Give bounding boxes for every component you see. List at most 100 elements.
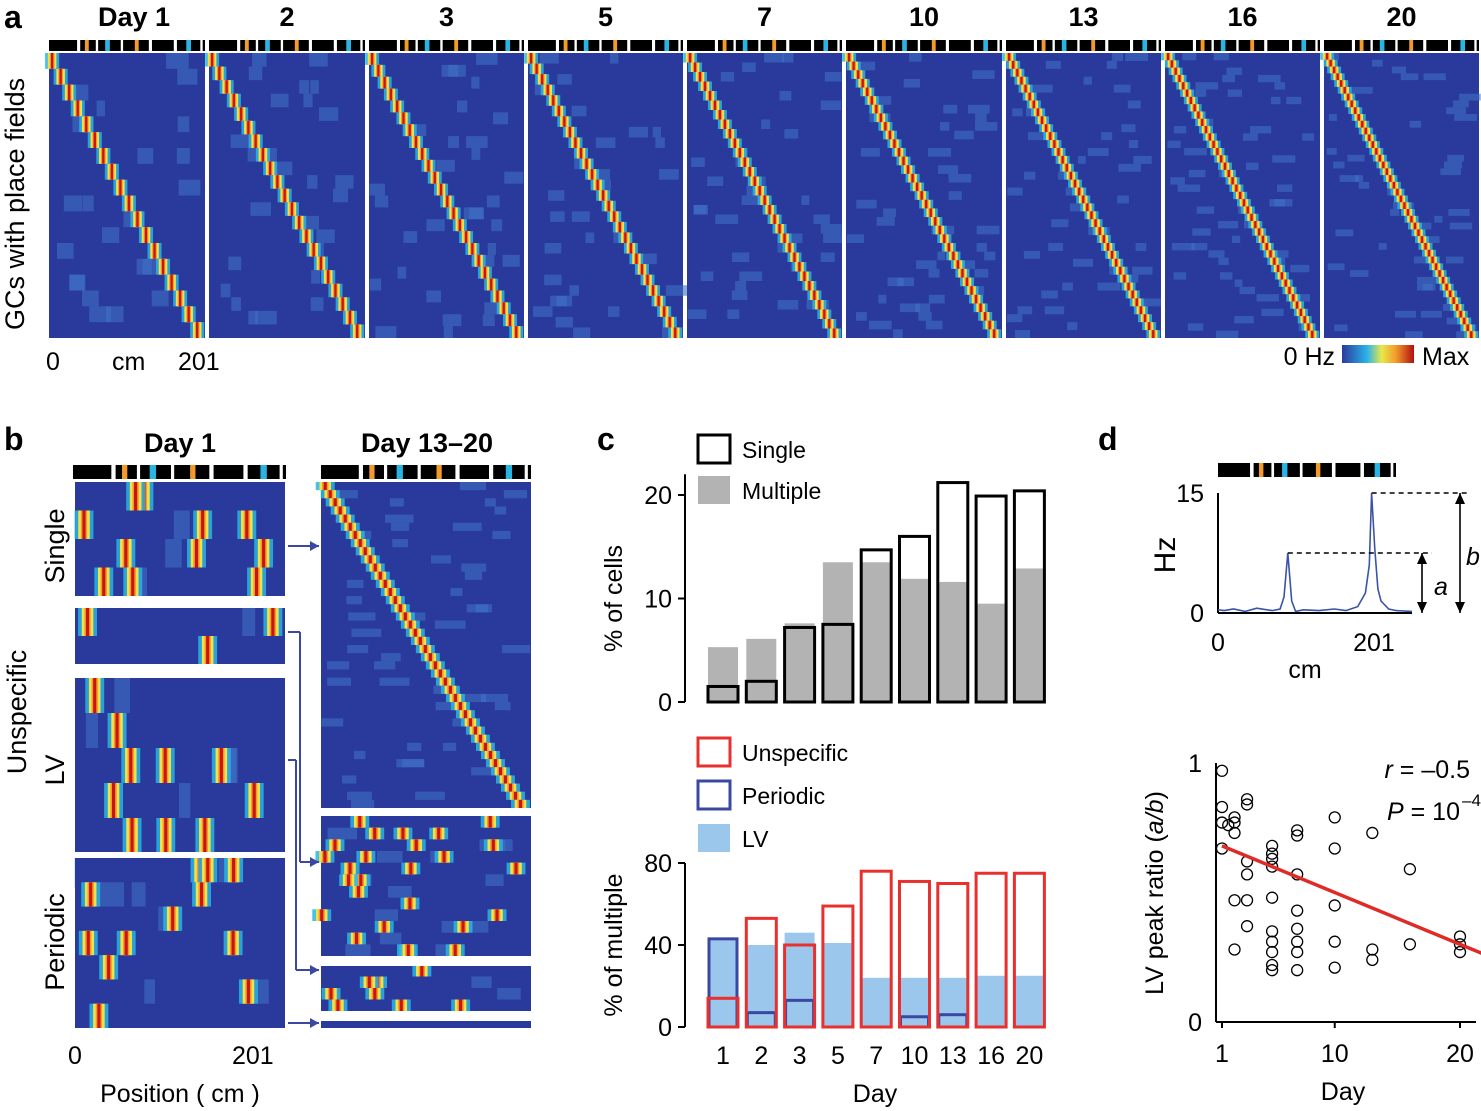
heatmap-periodic-field bbox=[232, 858, 236, 883]
heatmap-unspecific-late-field bbox=[348, 522, 352, 531]
y-tick-label: 10 bbox=[644, 586, 672, 614]
heatmap-day-noise bbox=[1208, 250, 1225, 258]
heatmap-day-field bbox=[1170, 60, 1174, 68]
heatmap-day-noise bbox=[655, 137, 665, 148]
heatmap-day-field bbox=[1077, 187, 1081, 196]
heatmap-day-noise bbox=[1447, 154, 1464, 162]
heatmap-day-noise bbox=[332, 188, 349, 203]
heatmap-day-field bbox=[1254, 221, 1257, 229]
cue-bar-d-cue bbox=[1390, 463, 1394, 477]
heatmap-day-field bbox=[1427, 249, 1431, 257]
heatmap-day-noise bbox=[1350, 270, 1369, 277]
heatmap-day-field bbox=[1403, 202, 1406, 210]
cue-bar-cue bbox=[997, 40, 1000, 51]
bar-multiple bbox=[937, 581, 968, 702]
scatter-point bbox=[1265, 860, 1279, 873]
heatmap-periodic-field bbox=[231, 930, 235, 956]
heatmap-unspecific-late-noise bbox=[389, 498, 404, 507]
x-tick-label: 0 bbox=[1211, 629, 1225, 657]
heatmap-day-noise bbox=[544, 274, 562, 286]
heatmap-day-noise bbox=[426, 219, 445, 232]
heatmap-day-field bbox=[563, 116, 566, 127]
cue-bar bbox=[846, 40, 1002, 51]
colorbar bbox=[1342, 345, 1414, 363]
bar-lv bbox=[746, 945, 777, 1027]
heatmap-day-field bbox=[446, 195, 449, 208]
heatmap-lv-late-field bbox=[461, 921, 465, 933]
heatmap-day-noise bbox=[70, 274, 85, 291]
heatmap-lv-late-noise bbox=[441, 921, 457, 933]
scatter-point bbox=[1228, 894, 1241, 907]
heatmap-day-field bbox=[1452, 297, 1455, 305]
heatmap-day-field bbox=[1223, 162, 1227, 170]
heatmap-day-noise bbox=[307, 175, 318, 189]
panel-label-a: a bbox=[4, 0, 22, 35]
heatmap-day-field bbox=[546, 84, 549, 96]
heatmap-day-noise bbox=[177, 116, 190, 133]
heatmap-day-noise bbox=[1390, 209, 1400, 216]
heatmap-day-noise bbox=[1024, 171, 1036, 180]
legend-single-label: Single bbox=[742, 437, 806, 463]
heatmap-unspecific-late-field bbox=[478, 734, 483, 743]
heatmap-day-noise bbox=[1444, 161, 1462, 169]
cue-bar-cue bbox=[722, 40, 727, 51]
cue-bar-cue bbox=[1052, 40, 1055, 51]
heatmap-day-field bbox=[483, 266, 487, 279]
separator bbox=[73, 670, 288, 676]
heatmap-day-noise bbox=[975, 122, 998, 131]
bar-multiple bbox=[746, 638, 777, 702]
heatmap-day-noise bbox=[533, 306, 553, 317]
heatmap-day-field bbox=[1340, 80, 1343, 87]
heatmap-day-field bbox=[239, 107, 243, 121]
heatmap-day-noise bbox=[972, 70, 995, 79]
heatmap-day-field bbox=[857, 70, 860, 79]
heatmap-lv-late-noise bbox=[376, 851, 403, 863]
heatmap-day-field bbox=[1396, 188, 1399, 196]
heatmap-day-noise bbox=[555, 316, 573, 328]
cue-bar-cue bbox=[265, 40, 270, 51]
heatmap-day-field bbox=[1463, 317, 1466, 325]
heatmap-day-field bbox=[276, 175, 279, 189]
heatmap-day-field bbox=[1466, 324, 1469, 332]
heatmap-day-field bbox=[1459, 310, 1462, 318]
cue-bar bbox=[369, 40, 524, 51]
heatmap-unspecific-late-field bbox=[358, 539, 362, 548]
heatmap-unspecific-late-field bbox=[323, 482, 327, 491]
heatmap-day-noise bbox=[820, 100, 841, 110]
heatmap-day-noise bbox=[1358, 181, 1370, 189]
heatmap-day-field bbox=[693, 62, 697, 72]
bar-multiple bbox=[708, 647, 738, 702]
heatmap-day-noise bbox=[571, 211, 590, 222]
heatmap-day-field bbox=[490, 278, 493, 291]
heatmap-lv-late-field bbox=[406, 944, 410, 956]
heatmap-day-field bbox=[1284, 279, 1287, 287]
heatmap-day-field bbox=[920, 191, 923, 200]
scatter-point bbox=[1291, 904, 1304, 917]
cue-bar-cue bbox=[1250, 40, 1255, 51]
heatmap-day-noise bbox=[868, 320, 892, 330]
cue-bar-cue bbox=[678, 40, 681, 51]
heatmap-day-noise bbox=[436, 159, 455, 172]
heatmap-unspecific-late-field bbox=[438, 669, 442, 678]
heatmap-day-field bbox=[674, 327, 677, 338]
heatmap-single-field bbox=[201, 510, 205, 539]
heatmap-day-field bbox=[414, 136, 418, 148]
bar-single bbox=[783, 625, 817, 704]
scatter-point bbox=[1366, 826, 1379, 840]
heatmap-day-noise bbox=[1267, 250, 1289, 258]
heatmap-day-field bbox=[585, 158, 588, 170]
heatmap-day-noise bbox=[1219, 272, 1233, 280]
heatmap-day-noise bbox=[1101, 132, 1113, 141]
heatmap-single-field bbox=[245, 510, 249, 539]
cue-bar-cue bbox=[1091, 40, 1096, 51]
heatmap-day-noise bbox=[484, 302, 499, 315]
heatmap-day-field bbox=[334, 283, 337, 298]
heatmap-unspecific-late-noise bbox=[381, 653, 401, 662]
x-tick-label: 1 bbox=[1215, 1040, 1229, 1068]
panel-label-d: d bbox=[1098, 421, 1118, 457]
heatmap-unspecific-late-field bbox=[483, 742, 488, 751]
heatmap-day-field bbox=[1375, 148, 1378, 155]
heatmap-unspecific-late-field bbox=[443, 677, 447, 686]
cue-bar-cue bbox=[786, 40, 790, 51]
